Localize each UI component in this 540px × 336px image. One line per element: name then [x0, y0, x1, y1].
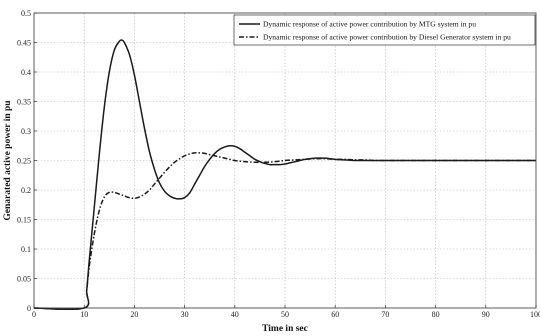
y-tick-label: 0.15: [17, 216, 31, 225]
x-axis-title: Time in sec: [262, 324, 308, 334]
y-tick-label: 0: [27, 304, 31, 313]
legend-box: [233, 14, 536, 46]
y-tick-label: 0.45: [17, 39, 31, 48]
y-tick-label: 0.25: [17, 157, 31, 166]
y-tick-label: 0.1: [21, 245, 31, 254]
x-tick-label: 0: [32, 310, 36, 319]
x-tick-label: 100: [530, 310, 540, 319]
x-tick-label: 70: [381, 310, 389, 319]
x-tick-label: 10: [80, 310, 88, 319]
y-tick-label: 0.5: [21, 9, 31, 18]
x-tick-label: 20: [130, 310, 138, 319]
y-tick-label: 0.35: [17, 98, 31, 107]
x-tick-label: 80: [432, 310, 440, 319]
y-tick-label: 0.05: [17, 275, 31, 284]
legend-label-diesel: Dynamic response of active power contrib…: [263, 33, 511, 42]
axis-ticks: 0 10 20 30 40 50 60 70 80 90 100 0 0.05 0.1 0.15 0.2 0.2…: [17, 9, 540, 319]
x-tick-label: 30: [181, 310, 189, 319]
y-axis-title: Genarated active power in pu: [3, 100, 13, 221]
x-tick-label: 90: [482, 310, 490, 319]
x-tick-label: 50: [281, 310, 289, 319]
y-tick-label: 0.2: [21, 186, 31, 195]
x-tick-label: 40: [231, 310, 239, 319]
series-line-diesel: [33, 151, 536, 311]
x-tick-label: 60: [331, 310, 339, 319]
series-lines: [33, 39, 536, 311]
y-tick-label: 0.4: [21, 68, 31, 77]
legend: Dynamic response of active power contrib…: [233, 14, 536, 46]
legend-label-mtg: Dynamic response of active power contrib…: [263, 20, 476, 29]
y-tick-label: 0.3: [21, 127, 31, 136]
